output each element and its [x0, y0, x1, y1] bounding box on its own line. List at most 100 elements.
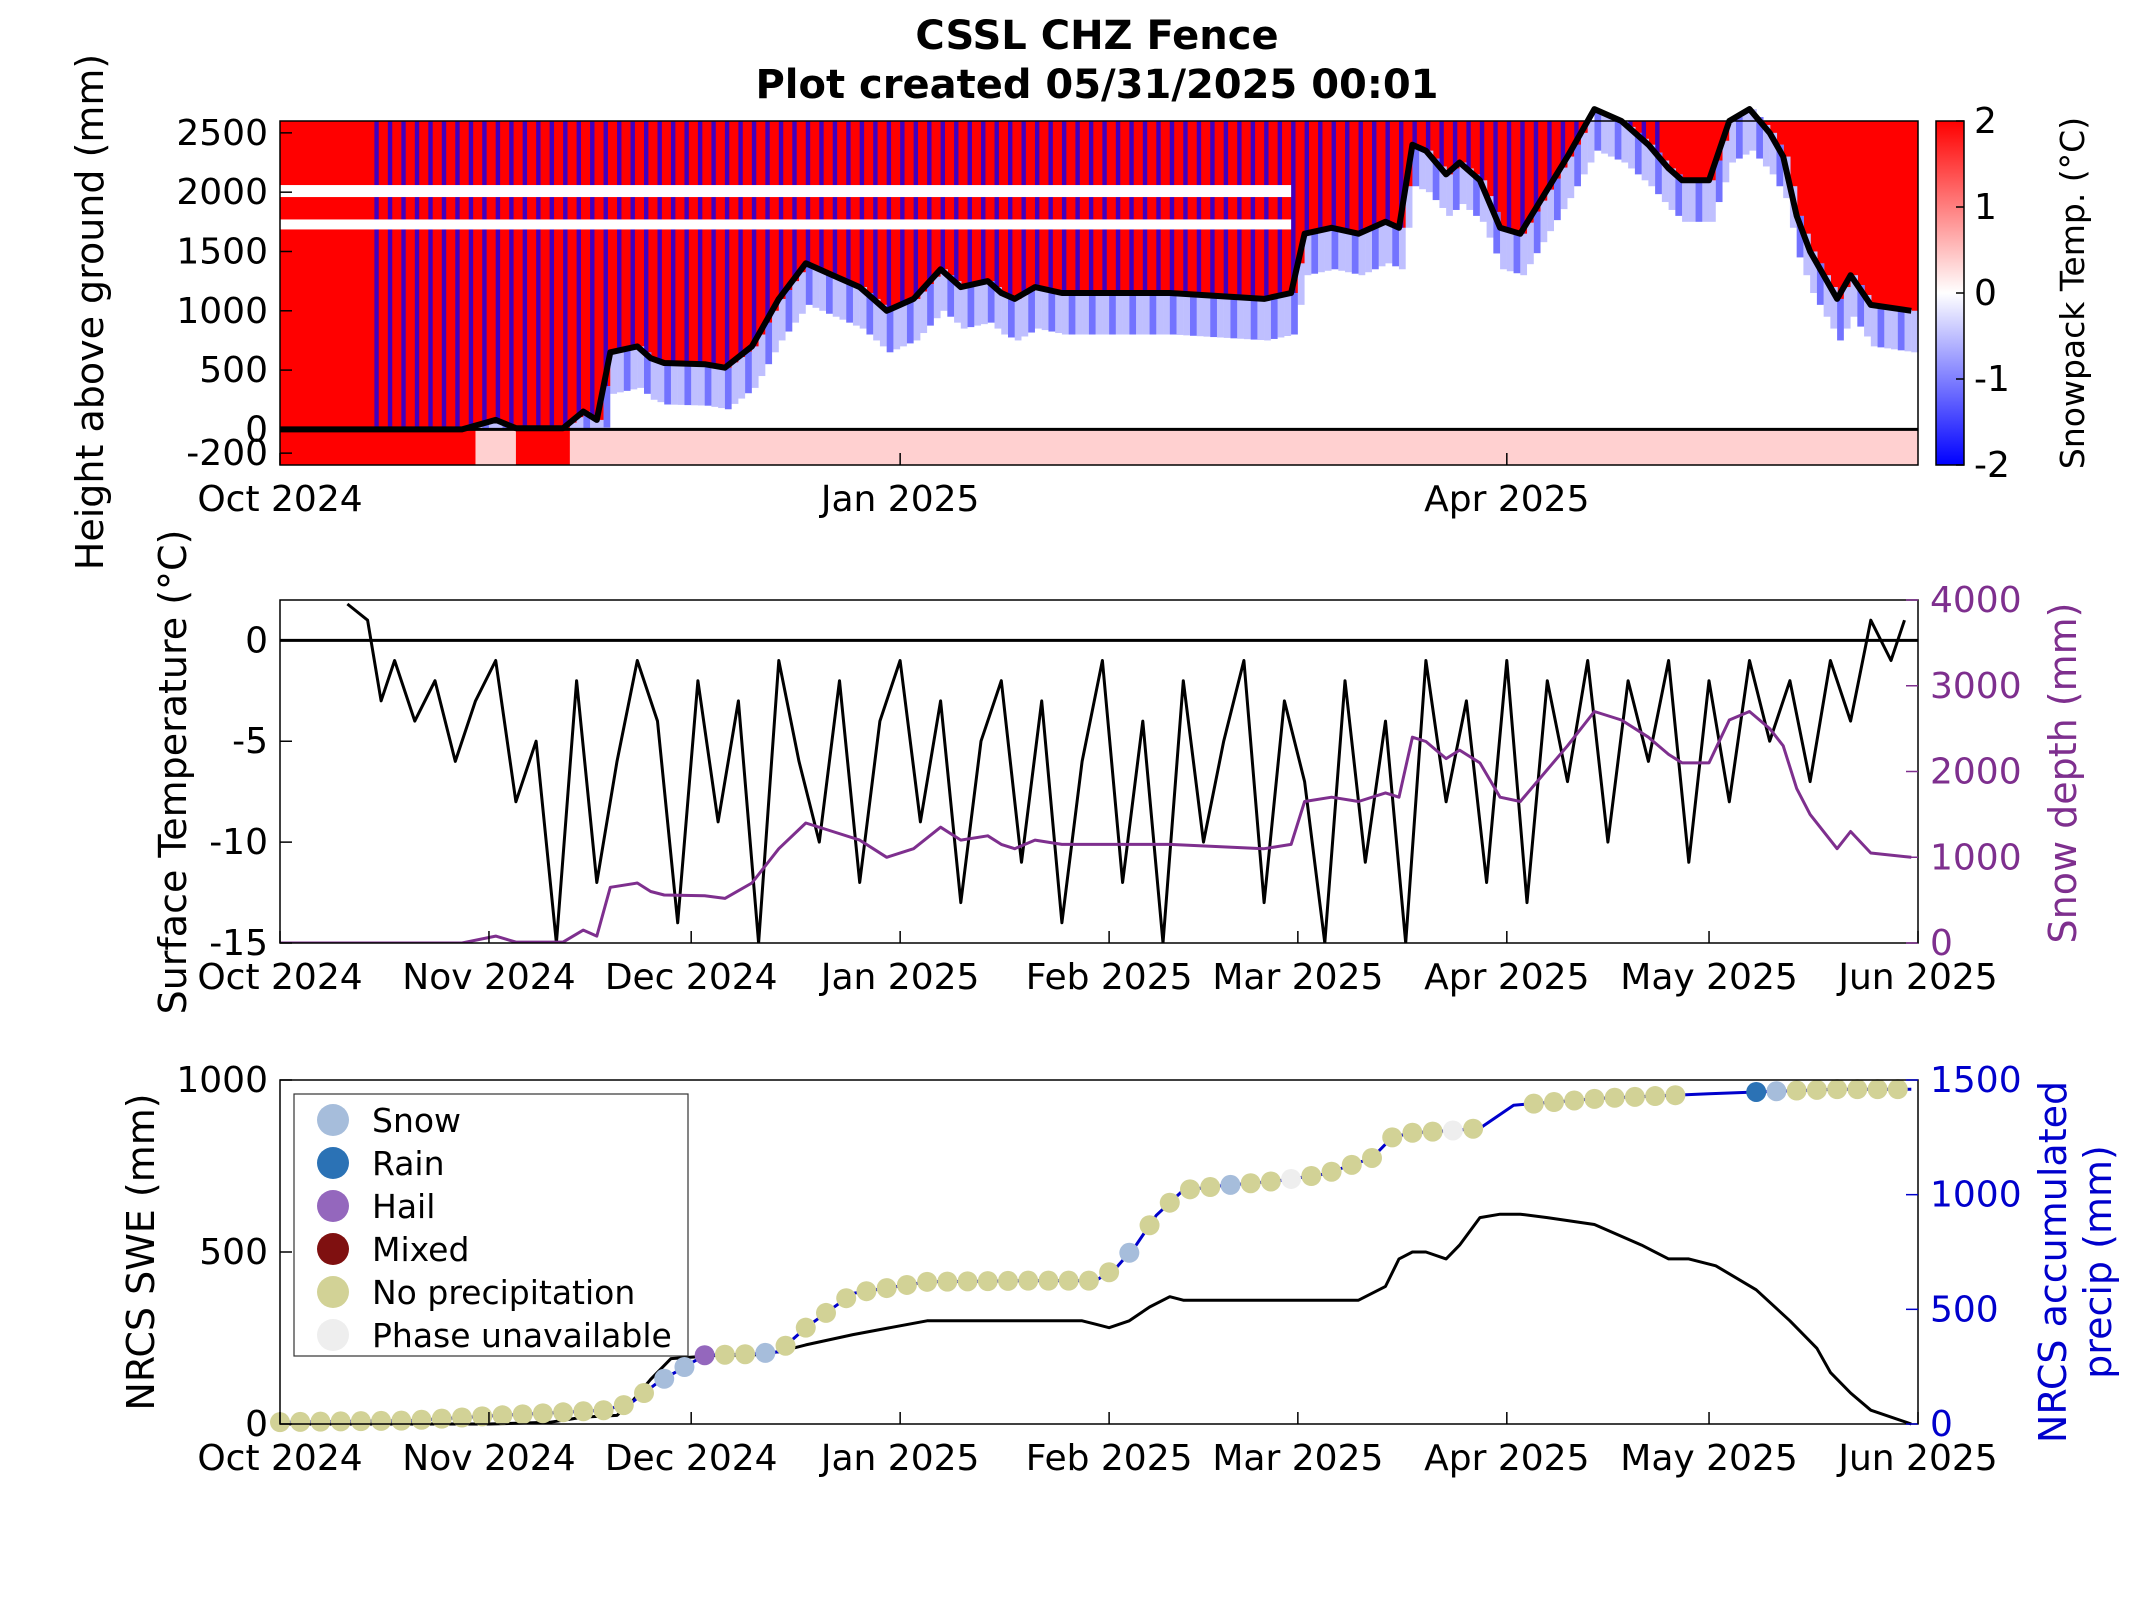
cold-layer-cell [1304, 233, 1312, 276]
snowpack-cell [1628, 126, 1636, 430]
snowpack-cell [1668, 168, 1676, 430]
cold-layer-cell [684, 363, 692, 406]
ground-cell [1102, 429, 1110, 465]
cold-layer-cell [812, 266, 820, 308]
ground-cell [731, 429, 739, 465]
snowpack-cell [590, 415, 598, 430]
cold-layer-cell [1243, 297, 1252, 340]
snowpack-cell [1419, 147, 1427, 430]
ground-cell [1068, 429, 1077, 465]
cold-layer-cell [1109, 293, 1117, 335]
ground-cell [1796, 429, 1805, 465]
cold-layer-cell [576, 417, 584, 430]
ground-cell [1628, 429, 1636, 465]
cold-layer-cell [886, 310, 895, 353]
cold-layer-cell [1055, 291, 1063, 334]
snowpack-cell [1109, 293, 1117, 430]
precip-phase-marker [1018, 1270, 1039, 1291]
snowpack-cell [1783, 156, 1791, 430]
ground-cell [1446, 429, 1454, 465]
cold-layer-cell [1196, 294, 1205, 337]
colorbar-tick-label: 0 [1974, 273, 1997, 314]
panel-2-axes: 0 -5 -10 -15 4000 3000 2000 1000 0 Oct 2024 Nov 20… [197, 580, 2021, 998]
cold-layer-cell [482, 423, 490, 430]
ground-cell [408, 429, 416, 465]
cold-layer-cell [1837, 298, 1845, 341]
ground-cell [1061, 429, 1070, 465]
ground-cell [1843, 429, 1852, 465]
ground-cell [1742, 429, 1751, 465]
ytick-right-label: 3000 [1930, 666, 2022, 707]
ground-cell [799, 429, 807, 465]
ground-cell [785, 429, 793, 465]
xtick-label: Jun 2025 [1836, 1438, 1997, 1479]
cold-layer-cell [960, 287, 969, 329]
cold-layer-cell [1136, 293, 1144, 335]
snowpack-cell [954, 281, 962, 430]
ground-cell [1041, 429, 1050, 465]
snowpack-cell [1270, 297, 1279, 430]
ground-cell [745, 429, 753, 465]
cold-layer-cell [1034, 287, 1043, 329]
cold-layer-cell [1398, 227, 1407, 270]
snowpack-cell [933, 276, 942, 430]
ground-cell [1594, 429, 1602, 465]
cold-layer-cell [1230, 296, 1238, 339]
snowpack-cell [1378, 224, 1387, 430]
cold-layer-cell [785, 290, 793, 332]
ground-cell [893, 429, 901, 465]
ground-cell [994, 429, 1002, 465]
precip-phase-marker [634, 1383, 654, 1404]
ytick-label: 0 [245, 1404, 268, 1445]
xtick-label: Mar 2025 [1212, 1438, 1383, 1479]
snowpack-cell [1351, 232, 1360, 430]
ground-cell [462, 429, 470, 465]
cold-layer-cell [583, 411, 591, 430]
snowpack-cell [778, 298, 787, 430]
cold-layer-cell [1473, 174, 1481, 216]
snowpack-cell [1870, 304, 1879, 430]
ground-cell [421, 429, 429, 465]
ground-cell [1634, 429, 1643, 465]
xtick-label: May 2025 [1620, 957, 1798, 998]
snowpack-cell [1284, 294, 1292, 430]
cold-air-streak [1088, 121, 1094, 293]
ground-cell [1223, 429, 1232, 465]
ground-cell [1816, 429, 1825, 465]
cold-layer-cell [1169, 293, 1178, 335]
ground-cell [1291, 429, 1299, 465]
snowpack-cell [1810, 251, 1818, 430]
ground-cell [569, 429, 578, 465]
snowpack-cell [731, 362, 739, 430]
cold-layer-cell [1493, 211, 1501, 254]
ground-cell [327, 429, 335, 465]
cold-layer-cell [940, 269, 948, 311]
cold-layer-cell [1830, 287, 1838, 329]
ground-cell [718, 429, 726, 465]
snowpack-cell [1479, 180, 1488, 430]
panel-3-ylabel-right-line-2: precip (mm) [2076, 1145, 2120, 1379]
ground-cell [1850, 429, 1858, 465]
ground-cell [1857, 429, 1865, 465]
cold-layer-cell [1675, 174, 1683, 216]
snowpack-cell [1695, 180, 1703, 430]
ground-cell [724, 429, 733, 465]
cold-layer-cell [1008, 295, 1016, 338]
precip-phase-marker [1584, 1088, 1605, 1109]
cold-layer-cell [691, 363, 699, 406]
ytick-right-label: 500 [1930, 1289, 1999, 1330]
snowpack-cell [637, 346, 645, 430]
snowpack-cell [1257, 298, 1265, 430]
snowpack-cell [1533, 211, 1542, 430]
cold-air-streak [1398, 121, 1404, 228]
cold-layer-cell [569, 422, 578, 430]
cold-air-streak [792, 121, 797, 282]
precip-phase-marker [1119, 1242, 1140, 1263]
panel-3-ylabel-right-line-1: NRCS accumulated [2031, 1081, 2075, 1443]
ground-cell [1257, 429, 1265, 465]
snowpack-cell [832, 275, 841, 430]
ground-cell [1803, 429, 1811, 465]
snowpack-cell [1156, 293, 1164, 430]
cold-layer-cell [617, 350, 625, 393]
cold-layer-cell [745, 351, 753, 394]
